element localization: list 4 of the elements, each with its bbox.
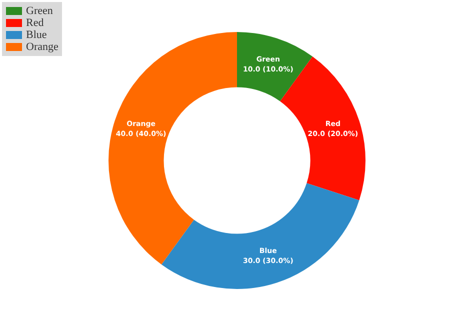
legend-label: Green [26,5,53,17]
legend-label: Orange [26,41,58,53]
legend-label: Blue [26,29,47,41]
legend-label: Red [26,17,44,29]
